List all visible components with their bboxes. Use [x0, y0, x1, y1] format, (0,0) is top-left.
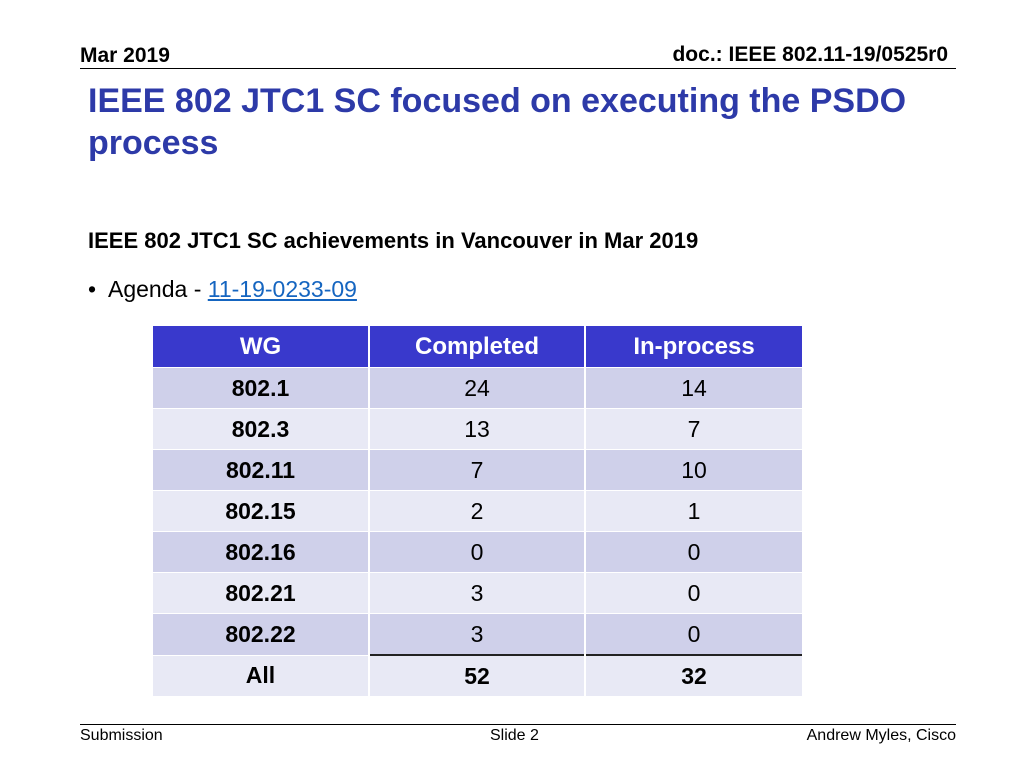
header-date: Mar 2019 [80, 44, 170, 67]
table-row: 802.15 2 1 [153, 490, 802, 532]
column-header-wg: WG [153, 326, 370, 368]
wg-cell: 802.3 [153, 408, 370, 450]
in-process-cell: 14 [585, 367, 802, 409]
agenda-bullet: • Agenda - 11-19-0233-09 [88, 276, 357, 303]
table-header-row: WG Completed In-process [153, 326, 802, 368]
wg-cell: 802.22 [153, 613, 370, 655]
table-row: 802.1 24 14 [153, 367, 802, 409]
wg-cell: 802.15 [153, 490, 370, 532]
completed-cell: 0 [369, 531, 586, 573]
header-doc-id: doc.: IEEE 802.11-19/0525r0 [672, 43, 948, 66]
table-total-row: All 52 32 [153, 654, 802, 696]
achievements-heading: IEEE 802 JTC1 SC achievements in Vancouv… [88, 228, 699, 253]
wg-cell: 802.21 [153, 572, 370, 614]
table-row: 802.16 0 0 [153, 531, 802, 573]
in-process-cell: 7 [585, 408, 802, 450]
table-row: 802.22 3 0 [153, 613, 802, 655]
column-header-completed: Completed [369, 326, 586, 368]
table-row: 802.11 7 10 [153, 449, 802, 491]
completed-cell: 3 [369, 613, 586, 655]
footer-submission: Submission [80, 727, 163, 744]
completed-cell: 13 [369, 408, 586, 450]
total-completed-cell: 52 [369, 654, 586, 696]
total-in-process-cell: 32 [585, 654, 802, 696]
completed-cell: 24 [369, 367, 586, 409]
footer-slide-number: Slide 2 [490, 727, 539, 744]
completed-cell: 3 [369, 572, 586, 614]
completed-cell: 7 [369, 449, 586, 491]
in-process-cell: 0 [585, 572, 802, 614]
slide-title: IEEE 802 JTC1 SC focused on executing th… [88, 82, 907, 162]
agenda-label: Agenda - [108, 276, 208, 302]
in-process-cell: 1 [585, 490, 802, 532]
footer-divider [80, 724, 956, 725]
total-wg-cell: All [153, 654, 370, 696]
wg-status-table: WG Completed In-process 802.1 24 14 802.… [153, 326, 802, 696]
in-process-cell: 0 [585, 531, 802, 573]
bullet-marker: • [88, 276, 97, 302]
footer-author: Andrew Myles, Cisco [806, 727, 956, 744]
wg-cell: 802.16 [153, 531, 370, 573]
completed-cell: 2 [369, 490, 586, 532]
table-row: 802.3 13 7 [153, 408, 802, 450]
wg-cell: 802.1 [153, 367, 370, 409]
column-header-in-process: In-process [585, 326, 802, 368]
header-divider [80, 68, 956, 69]
wg-cell: 802.11 [153, 449, 370, 491]
in-process-cell: 0 [585, 613, 802, 655]
agenda-link[interactable]: 11-19-0233-09 [207, 276, 357, 302]
in-process-cell: 10 [585, 449, 802, 491]
table-row: 802.21 3 0 [153, 572, 802, 614]
